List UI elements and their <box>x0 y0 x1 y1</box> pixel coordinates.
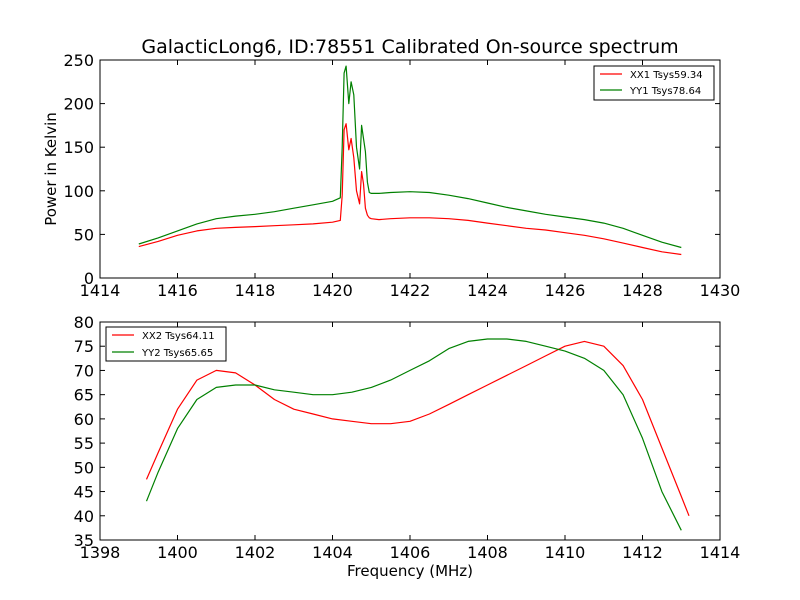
top-y-tick-label: 150 <box>63 138 94 157</box>
top-series-line-1 <box>138 123 682 256</box>
bottom-x-tick-label: 1402 <box>235 543 276 562</box>
top-x-tick-label: 1420 <box>312 281 353 300</box>
bottom-plot-ticks: 1398 1400 1402 1404 1406 1408 1410 1412 1414 35 40… <box>74 313 741 562</box>
figure-title: GalacticLong6, ID:78551 Calibrated On-so… <box>141 36 678 58</box>
bottom-plot-lines <box>145 338 690 531</box>
bottom-x-tick-label: 1412 <box>622 543 663 562</box>
top-y-tick-label: 50 <box>74 225 94 244</box>
bottom-y-tick-label: 45 <box>74 483 94 502</box>
bottom-x-tick-label: 1414 <box>700 543 741 562</box>
top-plot-y-axis-label: Power in Kelvin <box>42 112 60 226</box>
top-x-tick-label: 1426 <box>545 281 586 300</box>
top-x-tick-label: 1422 <box>390 281 431 300</box>
bottom-x-tick-label: 1410 <box>545 543 586 562</box>
bottom-x-tick-label: 1398 <box>80 543 121 562</box>
bottom-y-tick-label: 65 <box>74 386 94 405</box>
bottom-y-tick-label: 75 <box>74 337 94 356</box>
top-y-tick-label: 100 <box>63 182 94 201</box>
top-y-tick-label: 200 <box>63 95 94 114</box>
top-x-tick-label: 1416 <box>157 281 198 300</box>
bottom-spectrum-plot: 1398 1400 1402 1404 1406 1408 1410 1412 1414 35 40… <box>74 313 741 580</box>
top-y-tick-label: 250 <box>63 51 94 70</box>
bottom-x-tick-label: 1408 <box>467 543 508 562</box>
top-spectrum-plot: 1414 1416 1418 1420 1422 1424 1426 1428 1430 0 50 1… <box>42 51 740 300</box>
top-x-tick-label: 1418 <box>235 281 276 300</box>
bottom-y-tick-label: 55 <box>74 434 94 453</box>
bottom-series-line-2 <box>145 338 682 531</box>
bottom-plot-legend: XX2 Tsys64.11 YY2 Tsys65.65 <box>105 326 227 362</box>
bottom-x-tick-label: 1406 <box>390 543 431 562</box>
legend-label-xx2: XX2 Tsys64.11 <box>142 331 215 342</box>
top-x-tick-label: 1414 <box>80 281 121 300</box>
bottom-y-tick-label: 40 <box>74 507 94 526</box>
bottom-y-tick-label: 80 <box>74 313 94 332</box>
top-x-tick-label: 1430 <box>700 281 741 300</box>
bottom-x-tick-label: 1404 <box>312 543 353 562</box>
legend-label-xx1: XX1 Tsys59.34 <box>630 70 703 81</box>
top-x-tick-label: 1428 <box>622 281 663 300</box>
top-series-line-2 <box>138 65 682 249</box>
bottom-plot-legend-box <box>105 326 227 362</box>
bottom-series-line-1 <box>145 340 690 517</box>
top-plot-ticks: 1414 1416 1418 1420 1422 1424 1426 1428 1430 0 50 1… <box>63 51 740 300</box>
top-plot-legend-box <box>593 65 715 101</box>
top-plot-legend: XX1 Tsys59.34 YY1 Tsys78.64 <box>593 65 715 101</box>
bottom-x-tick-label: 1400 <box>157 543 198 562</box>
bottom-y-tick-label: 70 <box>74 361 94 380</box>
legend-label-yy2: YY2 Tsys65.65 <box>141 348 213 359</box>
bottom-y-tick-label: 60 <box>74 410 94 429</box>
top-y-tick-label: 0 <box>84 269 94 288</box>
bottom-plot-x-axis-label: Frequency (MHz) <box>347 562 473 580</box>
bottom-y-tick-label: 50 <box>74 458 94 477</box>
top-x-tick-label: 1424 <box>467 281 508 300</box>
legend-label-yy1: YY1 Tsys78.64 <box>629 86 701 97</box>
bottom-y-tick-label: 35 <box>74 531 94 550</box>
top-plot-lines <box>138 65 682 256</box>
